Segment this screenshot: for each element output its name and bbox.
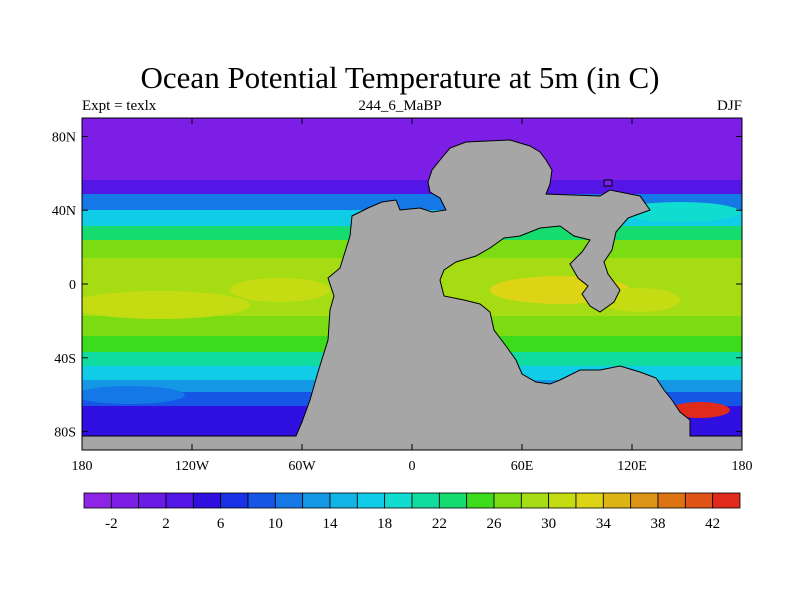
colorbar-label: 10 [268, 516, 283, 532]
colorbar-swatch [165, 492, 194, 509]
x-tick-label: 60W [288, 459, 316, 474]
experiment-label: Expt = texlx [82, 98, 157, 114]
colorbar-swatch [329, 492, 358, 509]
colorbar-swatch [247, 492, 276, 509]
y-tick-label: 40N [52, 204, 76, 219]
colorbar-swatch [520, 492, 550, 509]
colorbar-swatch [411, 492, 440, 509]
land-pangaea [82, 139, 742, 450]
colorbar-swatch [110, 492, 140, 509]
colorbar-swatch [192, 492, 222, 509]
y-tick-label: 80N [52, 130, 76, 145]
colorbar-swatch [274, 492, 304, 509]
colorbar-swatch [548, 492, 577, 509]
colorbar-swatch [438, 492, 468, 509]
colorbar-label: 30 [541, 516, 556, 532]
colorbar-swatch [493, 492, 522, 509]
colorbar: -2 2 6 10 14 18 22 26 30 34 38 42 [83, 492, 741, 532]
colorbar-label: 2 [162, 516, 170, 532]
colorbar-swatch [630, 492, 659, 509]
colorbar-swatch [712, 492, 741, 509]
y-tick-label: 80S [54, 426, 76, 441]
x-tick-label: 60E [511, 459, 534, 474]
y-tick-label: 0 [69, 278, 76, 293]
colorbar-swatch [466, 492, 495, 509]
colorbar-swatch [302, 492, 331, 509]
season-label: DJF [716, 98, 742, 114]
colorbar-swatch [384, 492, 413, 509]
chart-title: Ocean Potential Temperature at 5m (in C) [140, 60, 660, 95]
x-tick-label: 120E [617, 459, 647, 474]
colorbar-swatch [602, 492, 632, 509]
colorbar-label: 42 [705, 516, 720, 532]
colorbar-label: 18 [377, 516, 392, 532]
colorbar-swatch [356, 492, 386, 509]
colorbar-swatch [575, 492, 604, 509]
x-tick-label: 120W [175, 459, 210, 474]
colorbar-label: -2 [105, 516, 118, 532]
x-axis: 180 120W 60W 0 60E 120E 180 [72, 118, 753, 474]
x-tick-label: 180 [732, 459, 753, 474]
colorbar-swatch [684, 492, 714, 509]
x-tick-label: 0 [409, 459, 416, 474]
period-label: 244_6_MaBP [358, 98, 442, 114]
colorbar-swatch [138, 492, 167, 509]
colorbar-label: 22 [432, 516, 447, 532]
colorbar-swatch [83, 492, 112, 509]
y-axis: 80N 40N 0 40S 80S [52, 130, 742, 441]
ocean-field [82, 118, 742, 450]
colorbar-label: 6 [217, 516, 225, 532]
x-tick-label: 180 [72, 459, 93, 474]
colorbar-label: 34 [596, 516, 612, 532]
colorbar-label: 14 [323, 516, 339, 532]
colorbar-label: 38 [651, 516, 666, 532]
y-tick-label: 40S [54, 352, 76, 367]
colorbar-label: 26 [487, 516, 503, 532]
colorbar-swatch [657, 492, 686, 509]
inland-sea [603, 179, 613, 187]
colorbar-swatch [220, 492, 249, 509]
